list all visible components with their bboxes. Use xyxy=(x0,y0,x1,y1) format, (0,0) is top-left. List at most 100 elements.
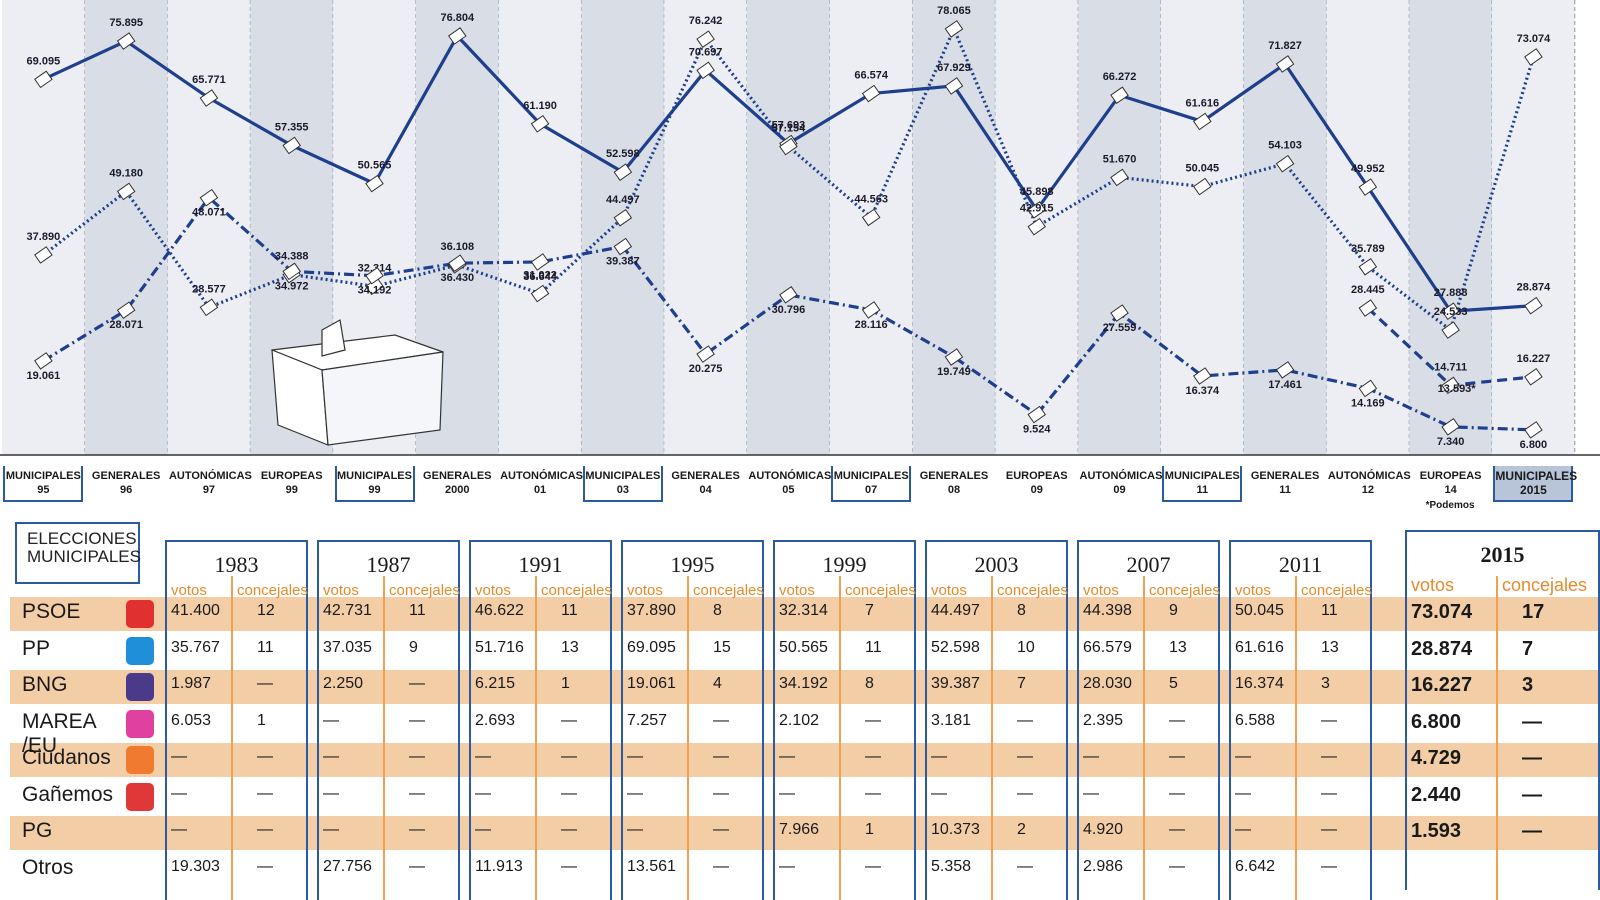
data-label: 16.227 xyxy=(1517,353,1551,365)
point-marker xyxy=(613,237,633,256)
data-label: 37.890 xyxy=(27,231,61,243)
point-marker xyxy=(1441,321,1460,339)
data-label: 48.071 xyxy=(192,207,226,219)
point-marker xyxy=(1110,304,1129,322)
x-tick-label: MUNICIPALES 03 xyxy=(582,466,663,502)
x-tick-label: MUNICIPALES 95 xyxy=(3,466,84,502)
votes-cell: 44.497 xyxy=(931,602,980,619)
data-label: 34.972 xyxy=(275,280,309,292)
data-label: 14.711 xyxy=(1434,361,1467,373)
data-label: 50.045 xyxy=(1185,163,1219,175)
party-logo xyxy=(126,746,154,774)
x-tick-label: GENERALES 2000 xyxy=(423,470,492,496)
seats-cell: — xyxy=(409,857,425,875)
data-label: 20.275 xyxy=(689,363,723,375)
point-marker xyxy=(1110,168,1129,187)
votes-cell: 50.565 xyxy=(779,638,828,656)
column-divider xyxy=(383,576,385,900)
data-label: 78.065 xyxy=(937,5,971,17)
x-tick-label: EUROPEAS 09 xyxy=(1005,470,1068,496)
votes-cell: — xyxy=(475,821,491,838)
subhead: votos xyxy=(627,582,663,599)
subhead: votos xyxy=(171,582,207,599)
seats-cell: — xyxy=(1522,783,1542,806)
votes-cell: 7.257 xyxy=(627,711,668,729)
data-label: 69.095 xyxy=(27,55,61,67)
seats-cell: — xyxy=(409,748,425,765)
subhead: concejales xyxy=(541,582,612,599)
seats-cell: — xyxy=(1321,784,1337,802)
subhead: concejales xyxy=(845,582,916,599)
x-tick-label: GENERALES 08 xyxy=(919,470,989,496)
votes-cell: — xyxy=(171,821,187,838)
seats-cell: — xyxy=(257,675,273,692)
votes-cell: 2.250 xyxy=(323,675,364,692)
votes-cell: — xyxy=(171,748,187,765)
seats-cell: — xyxy=(1169,821,1185,838)
seats-cell: 13 xyxy=(561,638,579,656)
band xyxy=(84,0,168,455)
votes-cell: 2.693 xyxy=(475,711,516,729)
data-label: 52.598 xyxy=(606,148,640,160)
seats-cell: — xyxy=(257,784,273,802)
year-block xyxy=(773,540,916,900)
votes-cell: 2.102 xyxy=(779,711,820,729)
party-logo xyxy=(126,600,154,628)
point-marker xyxy=(1358,178,1378,196)
band xyxy=(829,0,913,455)
party-logo xyxy=(126,636,154,665)
votes-cell: 61.616 xyxy=(1235,638,1284,656)
column-divider xyxy=(991,576,993,900)
votes-cell: 16.227 xyxy=(1411,674,1473,696)
year-block xyxy=(1077,540,1220,900)
data-label: 36.644 xyxy=(523,271,558,283)
votes-cell: 66.579 xyxy=(1083,638,1132,656)
band xyxy=(747,0,830,455)
point-marker xyxy=(447,27,467,45)
point-marker xyxy=(1358,379,1378,398)
data-label: 19.061 xyxy=(27,370,61,382)
votes-cell: — xyxy=(627,748,643,765)
data-label: 51.670 xyxy=(1103,153,1137,165)
data-label: 70.697 xyxy=(689,46,723,58)
seats-cell: 3 xyxy=(1522,674,1534,696)
point-marker xyxy=(613,163,633,181)
point-marker xyxy=(696,30,715,48)
data-label: 34.388 xyxy=(275,251,309,263)
subhead: concejales xyxy=(237,582,308,599)
point-marker xyxy=(1027,217,1047,236)
votes-cell: — xyxy=(1083,748,1099,765)
year-block xyxy=(317,540,460,900)
data-label: 66.574 xyxy=(854,70,889,82)
votes-cell: 4.920 xyxy=(1083,821,1124,838)
column-divider xyxy=(231,576,233,900)
data-label: 49.180 xyxy=(109,167,143,179)
point-marker xyxy=(116,32,136,50)
seats-cell: 8 xyxy=(865,675,874,692)
point-marker xyxy=(1192,177,1212,196)
votes-cell: 34.192 xyxy=(779,675,828,692)
data-label: 27.888 xyxy=(1434,287,1468,299)
data-label: 66.272 xyxy=(1103,71,1137,83)
point-marker xyxy=(34,70,53,89)
votes-cell: 6.642 xyxy=(1235,857,1276,875)
point-marker xyxy=(199,298,219,317)
votes-cell: 52.598 xyxy=(931,638,980,656)
year-block xyxy=(165,540,308,900)
subhead: votos xyxy=(475,582,511,599)
votes-cell: — xyxy=(1083,784,1099,802)
seats-cell: — xyxy=(865,748,881,765)
votes-cell: 10.373 xyxy=(931,821,980,838)
seats-cell: — xyxy=(257,821,273,838)
year-label: 2003 xyxy=(974,552,1019,577)
x-tick-label: EUROPEAS 99 xyxy=(260,470,323,496)
subhead: concejales xyxy=(389,582,460,599)
year-block xyxy=(621,540,764,900)
votes-cell: 51.716 xyxy=(475,638,524,656)
votes-cell: 28.030 xyxy=(1083,675,1132,692)
x-tick-label: MUNICIPALES 11 xyxy=(1162,466,1243,502)
data-label: 45.898 xyxy=(1020,186,1054,198)
column-divider xyxy=(687,576,689,900)
seats-cell: — xyxy=(1522,747,1542,769)
